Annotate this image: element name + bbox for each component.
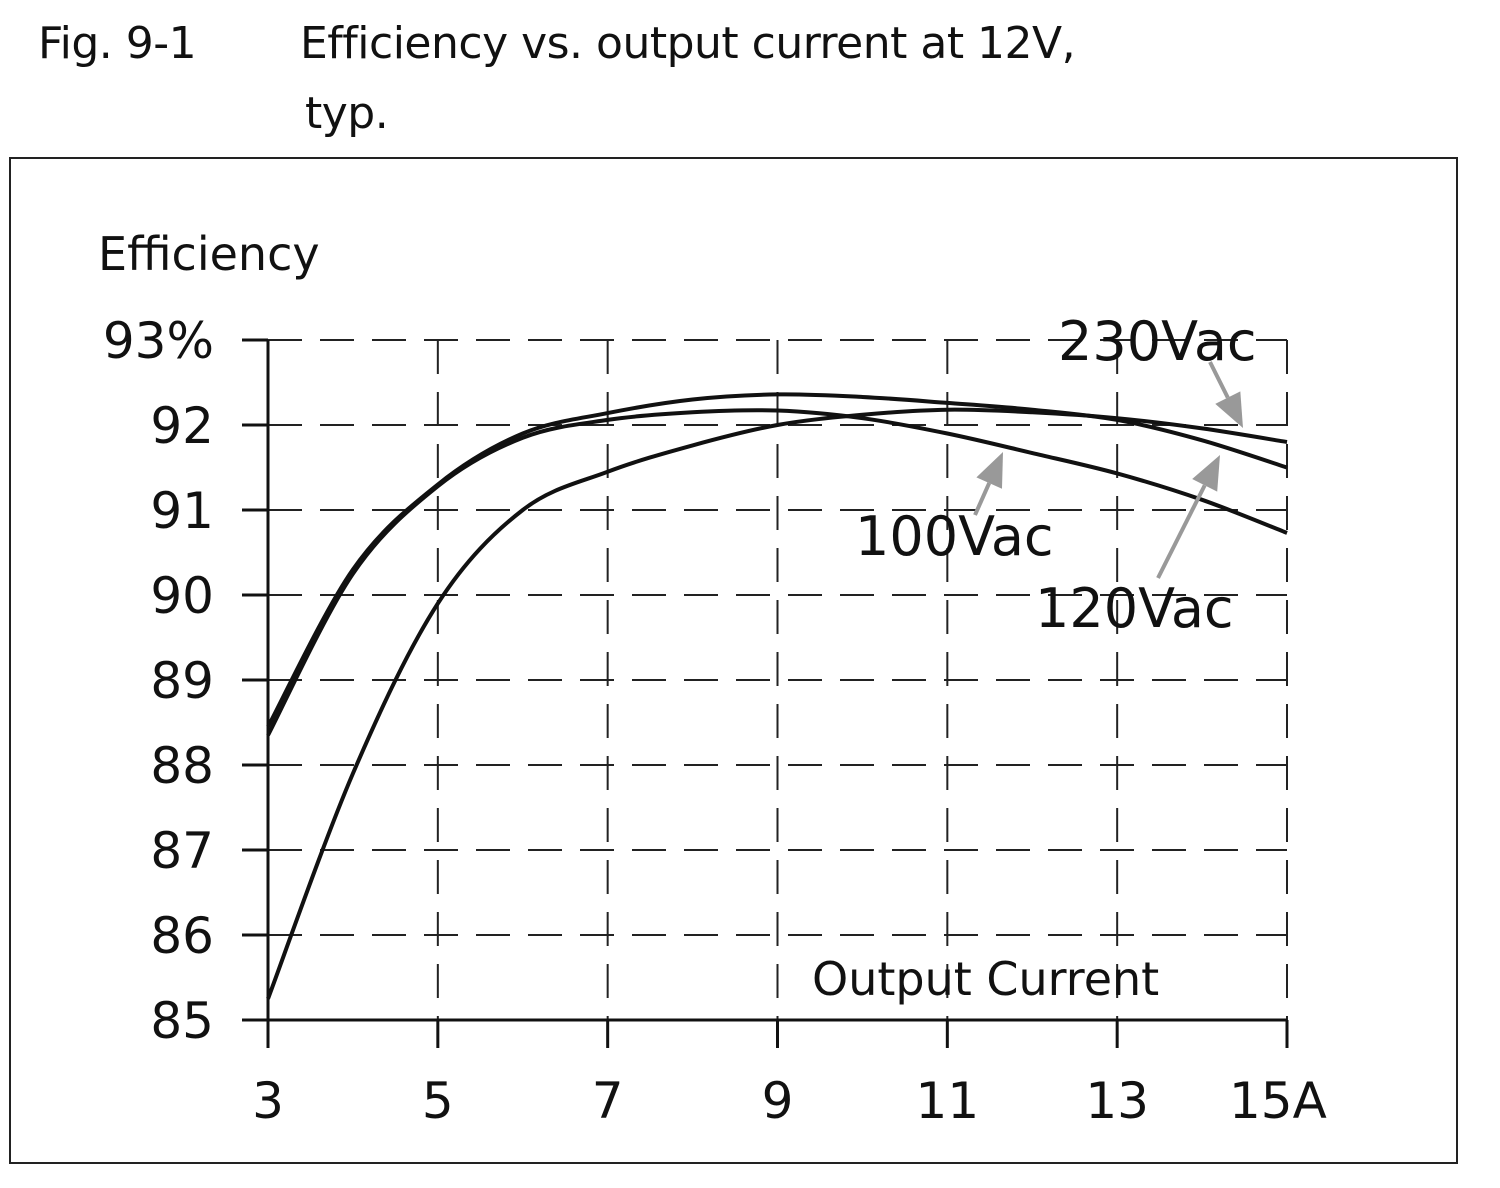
- y-tick-label: 87: [150, 822, 214, 880]
- y-tick-label: 88: [150, 737, 214, 795]
- arrow-120vac: [1156, 484, 1207, 579]
- figure-title-line2: typ.: [305, 88, 389, 139]
- x-tick-label: 9: [762, 1072, 794, 1130]
- figure-number: Fig. 9-1: [38, 18, 197, 69]
- y-tick-label: 90: [150, 567, 214, 625]
- arrow-head-120vac: [1192, 455, 1220, 492]
- x-tick-label: 3: [252, 1072, 284, 1130]
- y-axis-label: Efficiency: [98, 227, 320, 281]
- arrow-head-100vac: [976, 452, 1003, 489]
- series-label-230vac: 230Vac: [1058, 310, 1257, 373]
- x-tick-label: 11: [916, 1072, 980, 1130]
- y-tick-label: 86: [150, 907, 214, 965]
- x-tick-label: 7: [592, 1072, 624, 1130]
- chart-frame: [9, 157, 1458, 1164]
- y-tick-label: 89: [150, 652, 214, 710]
- figure-title-line1: Efficiency vs. output current at 12V,: [300, 18, 1076, 69]
- series-label-120vac: 120Vac: [1035, 577, 1234, 640]
- arrow-100vac: [973, 482, 992, 516]
- arrow-head-230vac: [1215, 391, 1243, 428]
- x-tick-label: 13: [1085, 1072, 1149, 1130]
- y-tick-label: 91: [150, 482, 214, 540]
- x-axis-label: Output Current: [812, 952, 1159, 1006]
- y-tick-label: 85: [150, 992, 214, 1050]
- x-tick-label: 5: [422, 1072, 454, 1130]
- y-tick-label: 93%: [103, 312, 214, 370]
- arrow-230vac: [1208, 361, 1230, 399]
- y-tick-label: 92: [150, 397, 214, 455]
- series-line-100vac: [266, 408, 1288, 737]
- x-tick-label: 15A: [1229, 1072, 1327, 1130]
- series-label-100vac: 100Vac: [855, 505, 1054, 568]
